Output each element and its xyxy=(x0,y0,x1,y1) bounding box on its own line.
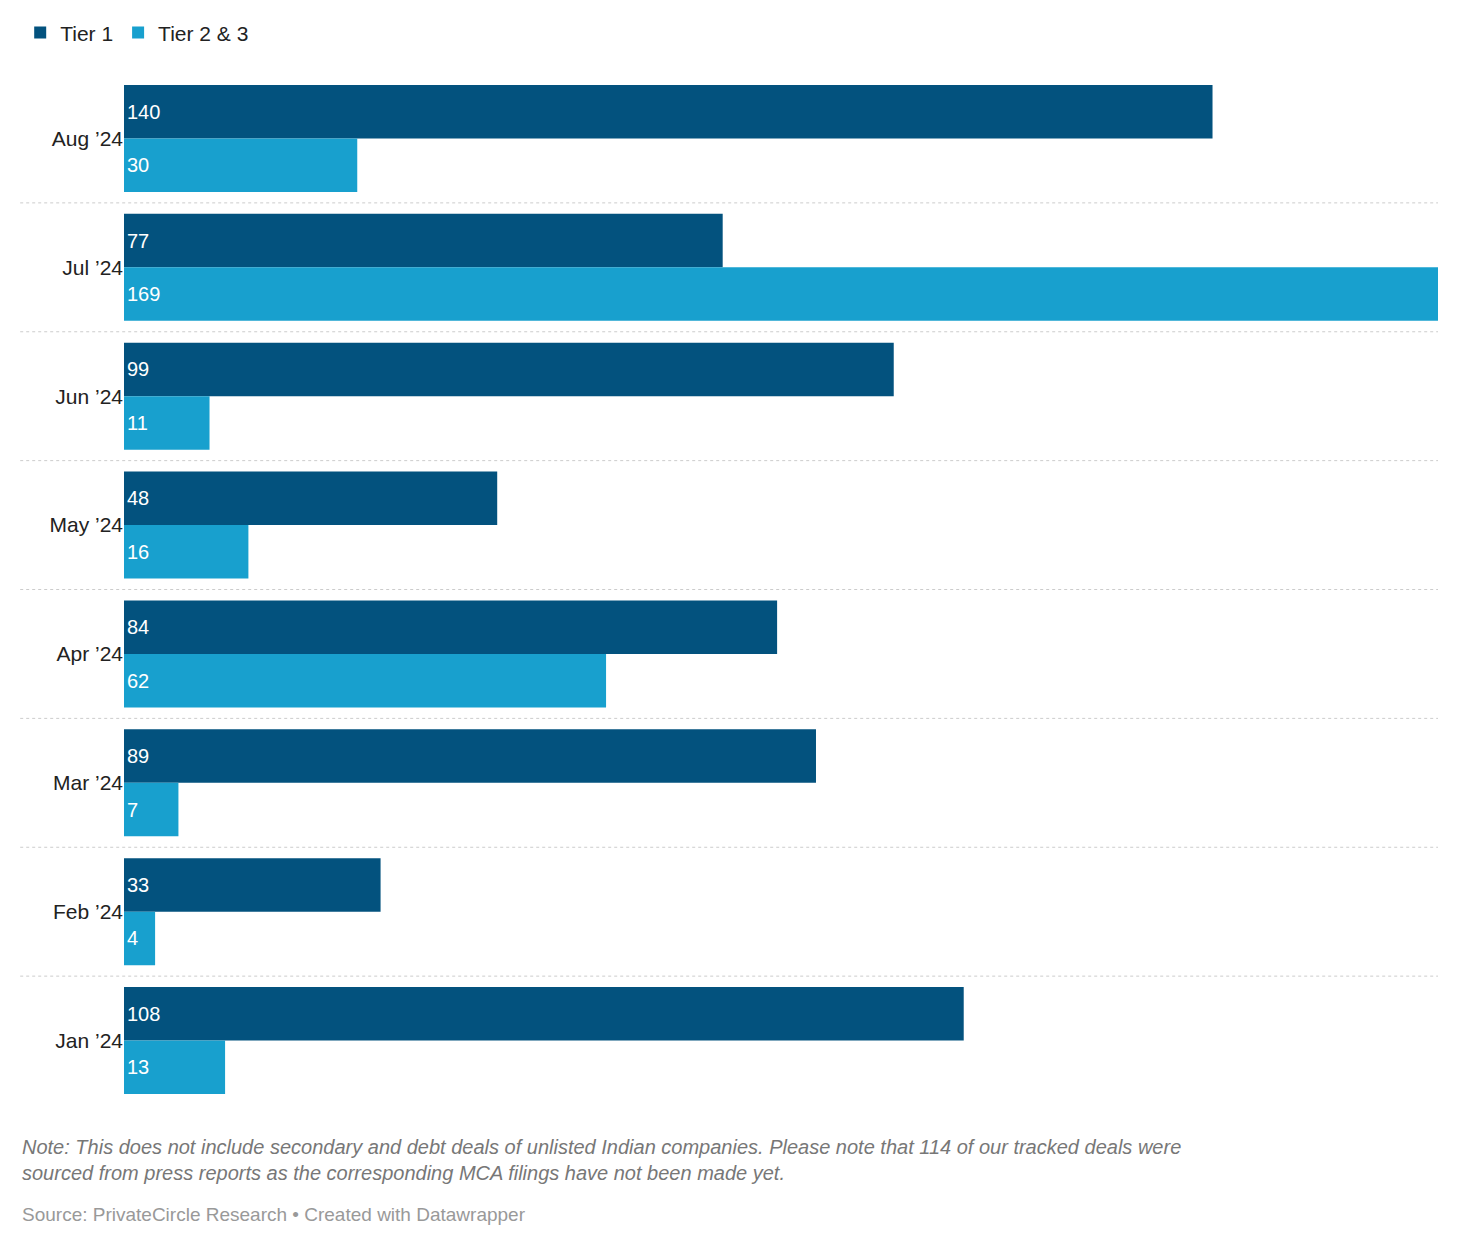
svg-text:Tier 1: Tier 1 xyxy=(60,22,113,45)
svg-text:30: 30 xyxy=(127,154,149,176)
svg-text:Source: PrivateCircle Research: Source: PrivateCircle Research • Created… xyxy=(22,1204,526,1225)
svg-text:Tier 2 & 3: Tier 2 & 3 xyxy=(158,22,248,45)
svg-text:48: 48 xyxy=(127,487,149,509)
svg-text:7: 7 xyxy=(127,799,138,821)
svg-text:33: 33 xyxy=(127,874,149,896)
svg-text:Aug ’24: Aug ’24 xyxy=(52,127,124,150)
svg-text:140: 140 xyxy=(127,101,160,123)
svg-text:169: 169 xyxy=(127,283,160,305)
svg-text:11: 11 xyxy=(127,412,148,434)
svg-text:Jan ’24: Jan ’24 xyxy=(55,1029,123,1052)
svg-text:Note: This does not include se: Note: This does not include secondary an… xyxy=(22,1136,1181,1184)
svg-text:4: 4 xyxy=(127,927,138,949)
svg-text:108: 108 xyxy=(127,1003,160,1025)
svg-text:89: 89 xyxy=(127,745,149,767)
svg-text:Jun ’24: Jun ’24 xyxy=(55,385,123,408)
svg-text:May ’24: May ’24 xyxy=(49,513,123,536)
svg-text:77: 77 xyxy=(127,230,149,252)
svg-text:Apr ’24: Apr ’24 xyxy=(56,642,123,665)
svg-text:16: 16 xyxy=(127,541,149,563)
svg-text:Jul ’24: Jul ’24 xyxy=(62,256,123,279)
svg-text:Feb ’24: Feb ’24 xyxy=(53,900,123,923)
svg-text:13: 13 xyxy=(127,1056,149,1078)
svg-text:62: 62 xyxy=(127,670,149,692)
svg-text:99: 99 xyxy=(127,358,149,380)
svg-text:Mar ’24: Mar ’24 xyxy=(53,771,123,794)
svg-text:84: 84 xyxy=(127,616,149,638)
